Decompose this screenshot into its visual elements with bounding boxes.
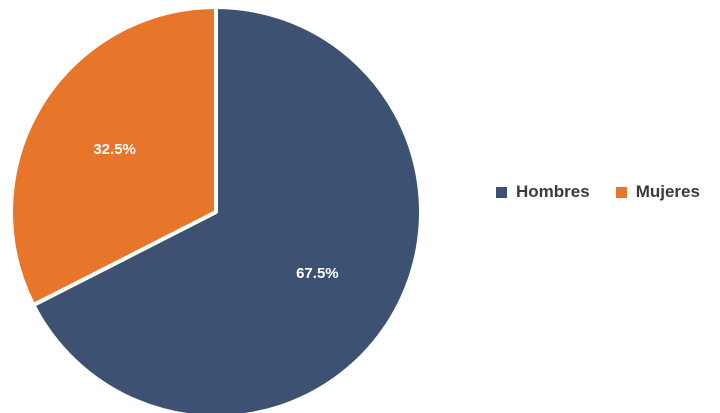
- pie-slices: [9, 5, 423, 413]
- chart-legend: Hombres Mujeres: [496, 182, 700, 202]
- legend-swatch-mujeres: [615, 186, 627, 198]
- legend-label-mujeres: Mujeres: [635, 182, 700, 201]
- legend-swatch-hombres: [496, 186, 507, 198]
- legend-item-mujeres: Mujeres: [615, 182, 700, 202]
- data-label-mujeres: 32.5%: [93, 141, 136, 158]
- pie-slice-hombres: [31, 5, 423, 413]
- pie-slice-mujeres: [9, 5, 218, 308]
- data-label-hombres: 67.5%: [296, 265, 339, 282]
- legend-item-hombres: Hombres: [496, 182, 590, 202]
- legend-label-hombres: Hombres: [516, 182, 590, 201]
- pie-data-labels: 67.5% 32.5%: [93, 141, 338, 282]
